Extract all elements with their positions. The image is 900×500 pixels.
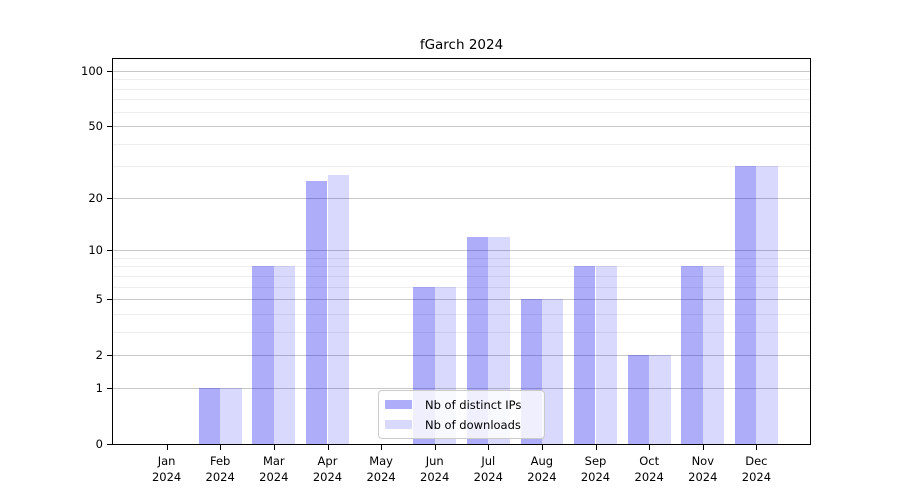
y-tick-label: 10 xyxy=(88,243,103,258)
y-axis-tick xyxy=(107,299,113,301)
y-axis-tick xyxy=(107,444,113,445)
bar-distinct-ips-dec xyxy=(735,166,757,444)
x-axis-tick xyxy=(166,445,168,450)
gridline-minor xyxy=(113,275,810,277)
gridline-major xyxy=(113,70,810,72)
x-tick-label: Sep 2024 xyxy=(580,454,611,484)
y-tick-label: 50 xyxy=(88,119,103,134)
bar-downloads-apr xyxy=(327,174,349,444)
bar-distinct-ips-feb xyxy=(198,388,221,444)
gridline-major xyxy=(113,299,810,301)
legend-item-downloads: Nb of downloads xyxy=(385,419,544,431)
bar-downloads-oct xyxy=(649,355,671,444)
gridline-minor xyxy=(113,88,810,90)
x-tick-label: Oct 2024 xyxy=(634,454,664,484)
x-tick-label: Jun 2024 xyxy=(420,454,450,484)
gridline-major xyxy=(113,388,810,389)
bar-distinct-ips-sep xyxy=(574,266,596,444)
x-tick-label: May 2024 xyxy=(366,454,396,484)
bar-distinct-ips-apr xyxy=(306,180,328,444)
bar-downloads-dec xyxy=(756,166,778,444)
x-tick-label: Dec 2024 xyxy=(741,454,772,484)
chart-title: fGarch 2024 xyxy=(419,37,504,53)
x-tick-label: Jan 2024 xyxy=(151,454,182,484)
x-axis-tick xyxy=(220,445,222,450)
x-axis-tick xyxy=(488,445,490,450)
gridline-major xyxy=(113,355,810,357)
plot-area xyxy=(112,58,811,445)
x-axis-tick xyxy=(434,445,436,450)
y-tick-label: 20 xyxy=(88,190,103,205)
y-tick-label: 100 xyxy=(81,63,103,78)
gridline-minor xyxy=(113,257,810,259)
bar-distinct-ips-oct xyxy=(627,355,650,444)
bar-distinct-ips-mar xyxy=(252,266,274,444)
gridline-major xyxy=(113,197,810,199)
gridline-minor xyxy=(113,79,810,81)
y-tick-label: 5 xyxy=(95,292,103,307)
x-axis-tick xyxy=(541,445,543,450)
legend: Nb of distinct IPs Nb of downloads xyxy=(378,390,545,439)
x-tick-label: Feb 2024 xyxy=(205,454,235,484)
y-axis-tick xyxy=(107,126,113,128)
x-axis-tick xyxy=(595,445,597,450)
y-axis-tick xyxy=(107,197,113,199)
distinct-ips-swatch-icon xyxy=(385,400,412,409)
y-tick-label: 1 xyxy=(95,381,103,395)
downloads-swatch-icon xyxy=(385,420,412,429)
gridline-minor xyxy=(113,313,810,315)
x-axis-tick xyxy=(702,445,704,450)
bar-downloads-nov xyxy=(702,266,725,444)
x-tick-label: Aug 2024 xyxy=(527,454,557,484)
x-axis-tick xyxy=(649,445,651,450)
gridline-minor xyxy=(113,331,810,333)
y-axis-tick xyxy=(107,388,113,389)
gridline-minor xyxy=(113,286,810,288)
y-tick-label: 2 xyxy=(95,348,103,363)
x-axis-tick xyxy=(381,445,383,450)
gridline-major xyxy=(113,250,810,252)
gridline-minor xyxy=(113,99,810,101)
legend-label-downloads: Nb of downloads xyxy=(425,417,521,432)
x-tick-label: Mar 2024 xyxy=(259,454,289,484)
x-axis-tick xyxy=(327,445,329,450)
gridline-minor xyxy=(113,143,810,145)
gridline-minor xyxy=(113,166,810,168)
bar-distinct-ips-nov xyxy=(681,266,703,444)
bar-downloads-sep xyxy=(595,266,617,444)
gridline-minor xyxy=(113,111,810,113)
x-axis-tick xyxy=(273,445,275,450)
gridline-major xyxy=(113,126,810,128)
x-tick-label: Nov 2024 xyxy=(688,454,718,484)
bar-downloads-mar xyxy=(273,266,296,444)
x-axis-tick xyxy=(756,445,758,450)
legend-label-distinct-ips: Nb of distinct IPs xyxy=(425,397,522,412)
y-axis-tick xyxy=(107,70,113,72)
x-tick-label: Jul 2024 xyxy=(473,454,503,484)
legend-item-distinct-ips: Nb of distinct IPs xyxy=(385,399,544,411)
gridline-minor xyxy=(113,266,810,268)
y-axis-tick xyxy=(107,250,113,252)
y-axis-tick xyxy=(107,355,113,357)
x-tick-label: Apr 2024 xyxy=(312,454,343,484)
bar-downloads-aug xyxy=(541,299,564,444)
y-tick-label: 0 xyxy=(95,437,103,451)
bar-downloads-feb xyxy=(220,388,242,444)
